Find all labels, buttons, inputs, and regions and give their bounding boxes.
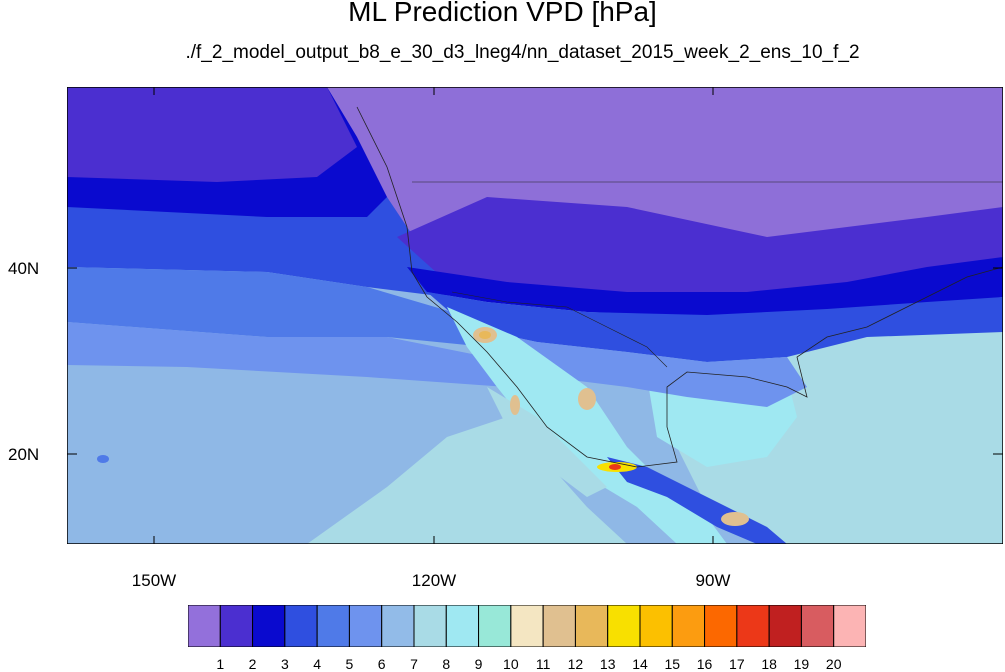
colorbar-tick-label: 20 [825,656,842,672]
colorbar-tick-label: 1 [216,656,225,672]
hawaii-island [97,455,109,463]
colorbar-swatch [510,605,544,647]
colorbar-tick-label: 18 [761,656,777,672]
lat-label-20n: 20N [8,445,40,464]
colorbar-tick-label: 10 [503,656,519,672]
hotspot-baja-core [479,331,491,339]
colorbar-swatch [284,605,318,647]
hotspot-central-america [721,512,749,526]
colorbar-swatch [833,605,866,647]
colorbar-swatch [768,605,802,647]
colorbar-swatch [413,605,447,647]
colorbar-tick-label: 12 [567,656,584,672]
colorbar [188,605,866,647]
colorbar-tick-label: 3 [280,656,289,672]
colorbar-swatch [542,605,576,647]
ocean-band-4 [67,267,487,347]
colorbar-swatch [736,605,770,647]
mexico-border [451,291,668,368]
colorbar-tick-label: 16 [696,656,713,672]
colorbar-tick-label: 15 [664,656,681,672]
colorbar-swatch [445,605,480,647]
figure-title: ML Prediction VPD [hPa] [348,0,657,27]
colorbar-tick-label: 5 [345,656,354,672]
colorbar-swatch [219,605,254,647]
figure-subtitle: ./f_2_model_output_b8_e_30_d3_lneg4/nn_d… [185,42,860,63]
mexico-band-7 [487,387,607,497]
ocean-band-1 [67,87,357,182]
colorbar-tick-label: 2 [248,656,257,672]
land-band-4 [427,292,1003,362]
colorbar-swatch [188,605,221,647]
colorbar-tick-label: 8 [442,656,451,672]
colorbar-tick-label: 4 [313,656,322,672]
colorbar-tick-label: 17 [729,656,745,672]
colorbar-swatch [252,605,286,647]
colorbar-swatch [671,605,706,647]
colorbar-swatch [607,605,641,647]
lat-ticks [67,267,1003,455]
ocean-band-7 [307,417,627,544]
colorbar-swatch [348,605,383,647]
lon-label-90w: 90W [695,571,731,590]
colorbar-tick-label: 13 [599,656,616,672]
hotspot-mexico-3-core [609,464,621,470]
colorbar-tick-label: 11 [535,656,551,672]
colorbar-labels: 1 2 3 4 5 6 7 8 9 10 11 12 13 14 15 16 17 18 19 20 [188,656,888,672]
lon-label-150w: 150W [131,571,177,590]
colorbar-swatch [381,605,415,647]
vpd-map [67,87,1003,544]
colorbar-swatch [478,605,512,647]
hotspot-mexico-2 [510,395,520,415]
lat-label-40n: 40N [8,259,40,278]
colorbar-tick-label: 9 [474,656,483,672]
colorbar-tick-label: 19 [793,656,810,672]
land-band-3 [407,257,1003,317]
colorbar-tick-label: 14 [632,656,648,672]
lon-ticks [153,87,714,544]
land-band-6 [467,327,807,407]
colorbar-tick-label: 6 [377,656,386,672]
coastline [356,106,1003,468]
colorbar-swatch [639,605,673,647]
land-band-2 [397,197,1003,302]
colorbar-swatch [574,605,609,647]
ocean-band-5 [67,322,507,387]
colorbar-swatch [800,605,835,647]
colorbar-swatch [316,605,350,647]
colorbar-tick-label: 7 [410,656,418,672]
hotspot-mexico-1 [578,388,596,410]
colorbar-swatch [704,605,738,647]
lon-label-120w: 120W [411,571,457,590]
